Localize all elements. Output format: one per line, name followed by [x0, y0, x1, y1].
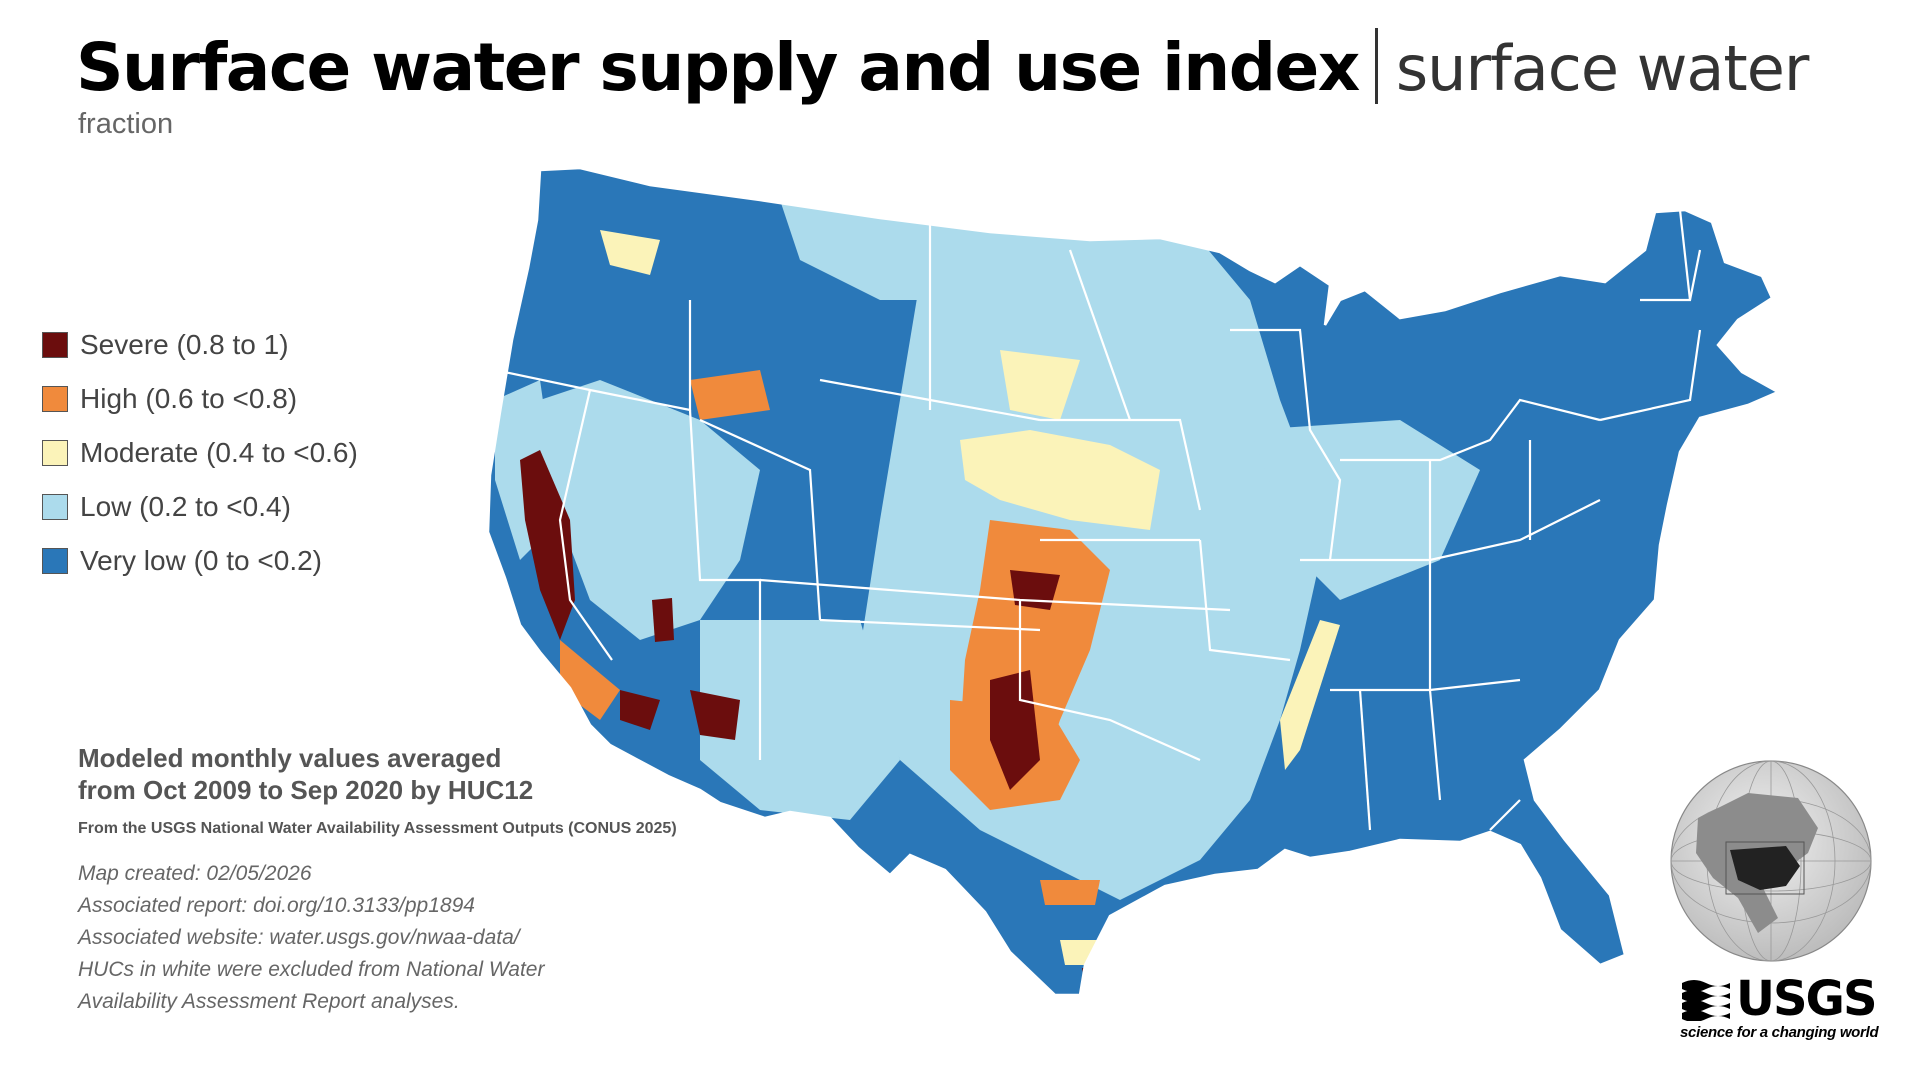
usgs-logo: USGS science for a changing world	[1680, 971, 1880, 1041]
legend: Severe (0.8 to 1) High (0.6 to <0.8) Mod…	[42, 318, 358, 588]
zone-high-south-texas	[1040, 880, 1100, 905]
zone-moderate-south-texas	[1060, 940, 1110, 965]
legend-item-moderate: Moderate (0.4 to <0.6)	[42, 426, 358, 480]
legend-label-high: High (0.6 to <0.8)	[80, 383, 298, 414]
map-notes: Modeled monthly values averaged from Oct…	[78, 742, 798, 1018]
legend-label-low: Low (0.2 to <0.4)	[80, 491, 291, 522]
title-main: Surface water supply and use index	[76, 29, 1360, 106]
zone-severe-arizona	[690, 690, 740, 740]
zone-moderate-nw	[600, 230, 660, 275]
legend-label-very-low: Very low (0 to <0.2)	[80, 545, 323, 576]
units-label: fraction	[78, 108, 174, 140]
notes-source: From the USGS National Water Availabilit…	[78, 820, 677, 837]
zone-low-southwest	[700, 620, 900, 820]
notes-heading-line2: from Oct 2009 to Sep 2020 by HUC12	[78, 775, 534, 805]
legend-item-low: Low (0.2 to <0.4)	[42, 480, 358, 534]
state-borders	[486, 166, 1780, 997]
zone-severe-panhandle	[990, 670, 1040, 790]
legend-swatch-moderate	[42, 440, 68, 466]
zone-severe-central-valley	[520, 450, 575, 640]
zone-severe-socal	[620, 690, 660, 730]
zone-moderate-mississippi	[1280, 620, 1340, 770]
usgs-wave-icon	[1682, 980, 1730, 1021]
map-title: Surface water supply and use index surfac…	[76, 28, 1809, 106]
meta-website: Associated website: water.usgs.gov/nwaa-…	[78, 926, 520, 949]
meta-exclusion-2: Availability Assessment Report analyses.	[78, 990, 460, 1013]
zone-severe-south-texas	[1082, 968, 1115, 990]
usgs-tagline: science for a changing world	[1680, 1024, 1879, 1041]
notes-heading-line1: Modeled monthly values averaged	[78, 743, 502, 773]
notes-meta: Map created: 02/05/2026 Associated repor…	[78, 858, 798, 1018]
zone-low-west	[540, 380, 760, 640]
locator-globe	[1670, 760, 1872, 962]
meta-date: Map created: 02/05/2026	[78, 862, 312, 885]
usgs-text: USGS	[1736, 971, 1878, 1027]
zone-severe-nevada	[652, 598, 674, 642]
legend-swatch-very-low	[42, 548, 68, 574]
zone-moderate-nebraska	[960, 430, 1160, 530]
notes-heading: Modeled monthly values averaged from Oct…	[78, 742, 798, 806]
meta-report: Associated report: doi.org/10.3133/pp189…	[78, 894, 475, 917]
zone-low-midwest	[1250, 420, 1480, 600]
legend-item-very-low: Very low (0 to <0.2)	[42, 534, 358, 588]
legend-label-moderate: Moderate (0.4 to <0.6)	[80, 437, 358, 468]
legend-swatch-low	[42, 494, 68, 520]
zone-high-idaho	[690, 370, 770, 420]
title-separator	[1374, 28, 1378, 104]
legend-swatch-severe	[42, 332, 68, 358]
globe-conus-highlight	[1730, 846, 1800, 890]
meta-exclusion-1: HUCs in white were excluded from Nationa…	[78, 958, 545, 981]
legend-label-severe: Severe (0.8 to 1)	[80, 329, 289, 360]
usgs-wordmark: USGS	[1680, 971, 1880, 1027]
legend-item-severe: Severe (0.8 to 1)	[42, 318, 358, 372]
legend-item-high: High (0.6 to <0.8)	[42, 372, 358, 426]
zone-moderate-dakota	[1000, 350, 1080, 420]
legend-swatch-high	[42, 386, 68, 412]
title-sub: surface water	[1395, 32, 1809, 105]
